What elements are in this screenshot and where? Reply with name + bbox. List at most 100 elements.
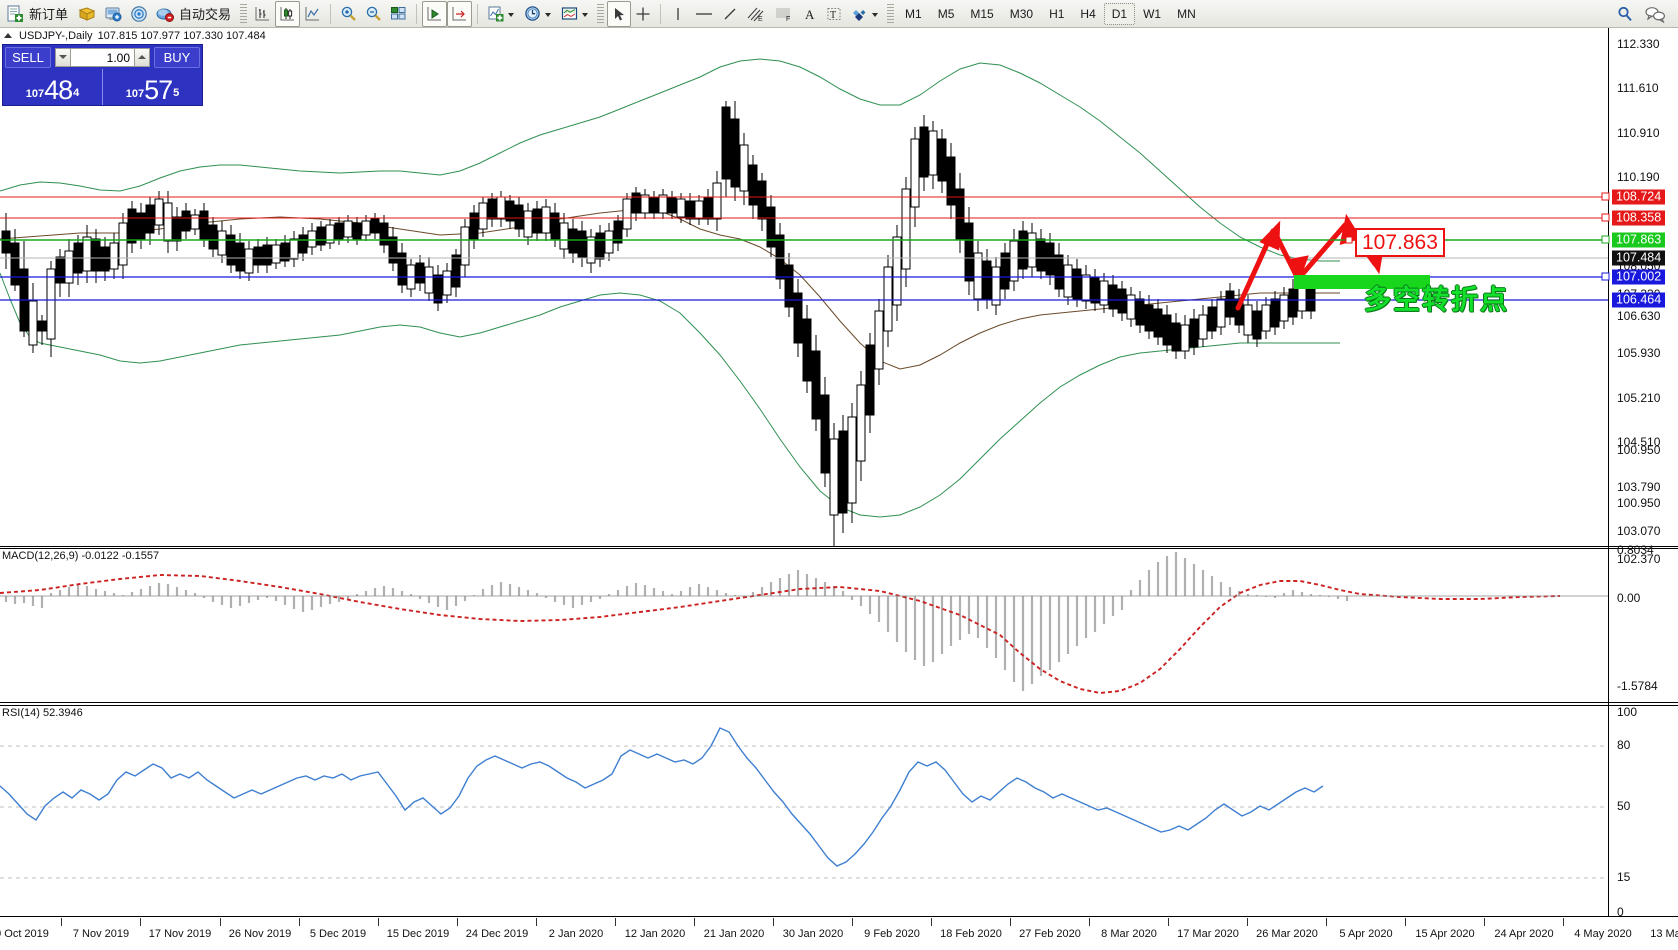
volume-increment-button[interactable] <box>134 47 150 67</box>
rsi-pane[interactable]: RSI(14) 52.3946 <box>0 705 1678 917</box>
one-click-trading-panel[interactable]: SELL 1.00 BUY 107 48 4 107 57 5 <box>2 44 203 106</box>
line-chart-button[interactable] <box>300 1 325 27</box>
sell-button[interactable]: SELL <box>5 46 51 68</box>
crosshair-tool[interactable] <box>631 1 655 27</box>
chat-icon[interactable] <box>1644 5 1666 23</box>
price-tag-annotation[interactable]: 107.863 <box>1355 228 1445 257</box>
cursor-tool[interactable] <box>607 0 632 27</box>
date-axis[interactable]: 9 Oct 2019 7 Nov 2019 17 Nov 2019 26 Nov… <box>0 918 1678 950</box>
x-tick: 9 Oct 2019 <box>0 928 49 940</box>
timeframe-m1[interactable]: M1 <box>905 6 922 21</box>
chart-shift-button[interactable] <box>447 0 473 27</box>
terminal-icon <box>105 7 122 21</box>
text-label-tool[interactable]: T <box>822 1 846 27</box>
search-icon[interactable] <box>1616 5 1634 23</box>
rsi-plot-area <box>0 706 1608 916</box>
horizontal-line-tool[interactable] <box>690 1 718 27</box>
timeframe-m5[interactable]: M5 <box>937 6 955 21</box>
volume-stepper[interactable]: 1.00 <box>55 47 150 67</box>
timeframe-w1[interactable]: W1 <box>1143 6 1162 21</box>
macd-pane[interactable]: MACD(12,26,9) -0.0122 -0.1557 <box>0 548 1678 703</box>
y-tick: 112.330 <box>1617 37 1660 51</box>
indicators-button[interactable] <box>483 1 520 27</box>
arrow-cursor-icon <box>615 7 625 20</box>
chevron-down-icon[interactable] <box>872 12 879 17</box>
price-axis[interactable]: 112.330 111.610 110.910 110.190 109.490 … <box>1609 28 1678 919</box>
zoom-out-button[interactable] <box>361 1 386 27</box>
channel-icon: E <box>747 7 764 22</box>
timeframe-mn[interactable]: MN <box>1177 6 1196 21</box>
indicators-icon <box>488 6 504 22</box>
x-tick: 5 Apr 2020 <box>1339 928 1393 940</box>
timeframe-m15[interactable]: M15 <box>970 6 994 21</box>
price-badge-107002[interactable]: 107.002 <box>1612 269 1666 285</box>
timeframe-m30[interactable]: M30 <box>1009 6 1034 21</box>
autotrading-icon <box>156 8 175 22</box>
macd-signal-line <box>0 574 1561 694</box>
svg-text:E: E <box>758 16 763 22</box>
signals-button[interactable] <box>126 1 152 27</box>
chevron-down-icon[interactable] <box>582 12 589 17</box>
signals-icon <box>131 5 147 22</box>
toolbar-separator-1 <box>240 3 248 24</box>
x-tick: 17 Nov 2019 <box>148 928 212 940</box>
price-chart-pane[interactable] <box>0 43 1678 547</box>
y-tick: 102.370 <box>1617 552 1661 566</box>
autotrading-button[interactable]: 自动交易 <box>152 1 237 27</box>
periods-button[interactable] <box>520 1 557 27</box>
chevron-down-icon[interactable] <box>508 12 515 17</box>
timeframe-d1[interactable]: D1 <box>1103 2 1136 25</box>
price-badge-107863[interactable]: 107.863 <box>1612 232 1666 248</box>
terminal-button[interactable] <box>100 1 126 27</box>
text-label-icon: T <box>827 7 841 21</box>
buy-price-display[interactable]: 107 57 5 <box>103 69 202 105</box>
text-tool[interactable]: A <box>798 1 822 27</box>
buy-button[interactable]: BUY <box>154 46 200 68</box>
x-tick: 26 Mar 2020 <box>1256 928 1318 940</box>
bollinger-upper-band <box>0 58 1340 262</box>
vertical-line-icon <box>677 7 679 20</box>
fibonacci-tool[interactable]: F <box>770 1 798 27</box>
y-tick: 111.610 <box>1617 81 1659 95</box>
auto-scroll-button[interactable] <box>422 0 448 27</box>
sell-price-big: 48 <box>44 75 73 105</box>
macd-label: MACD(12,26,9) -0.0122 -0.1557 <box>2 550 160 562</box>
new-order-icon <box>7 5 23 22</box>
volume-input[interactable]: 1.00 <box>71 47 134 67</box>
shapes-tool[interactable] <box>846 1 884 27</box>
shapes-icon <box>853 9 866 21</box>
expert-advisors-button[interactable] <box>74 1 100 27</box>
trendline-tool[interactable] <box>718 1 742 27</box>
rsi-tick-100: 100 <box>1617 705 1638 719</box>
candlestick-chart-button[interactable] <box>275 0 301 27</box>
macd-svg <box>0 552 1608 694</box>
timeframe-h1[interactable]: H1 <box>1049 6 1065 21</box>
price-badge-108358[interactable]: 108.358 <box>1612 210 1666 226</box>
symbol-title: USDJPY-,Daily <box>19 29 93 42</box>
price-badge-106464[interactable]: 106.464 <box>1612 292 1666 308</box>
x-tick: 8 Mar 2020 <box>1101 928 1157 940</box>
templates-button[interactable] <box>557 1 594 27</box>
x-tick: 30 Jan 2020 <box>782 928 844 940</box>
rsi-line <box>0 727 1324 867</box>
y-tick: 103.790 <box>1617 480 1661 494</box>
price-badge-108724[interactable]: 108.724 <box>1612 189 1666 205</box>
price-badge-107484[interactable]: 107.484 <box>1612 250 1666 266</box>
symbol-marker-icon <box>4 33 12 38</box>
equidistant-channel-tool[interactable]: E <box>742 1 770 27</box>
volume-decrement-button[interactable] <box>55 47 71 67</box>
chevron-down-icon[interactable] <box>545 12 552 17</box>
rsi-tick-15: 15 <box>1617 870 1631 884</box>
timeframe-h4[interactable]: H4 <box>1080 6 1096 21</box>
new-order-label: 新订单 <box>29 7 69 22</box>
new-order-button[interactable]: 新订单 <box>2 1 74 27</box>
sell-price-display[interactable]: 107 48 4 <box>3 69 102 105</box>
sell-price-pipette: 4 <box>73 87 80 99</box>
bar-chart-button[interactable] <box>250 1 275 27</box>
rsi-tick-80: 80 <box>1617 738 1631 752</box>
zoom-in-button[interactable] <box>336 1 361 27</box>
x-tick: 24 Apr 2020 <box>1494 928 1554 940</box>
vertical-line-tool[interactable] <box>666 1 690 27</box>
tile-windows-button[interactable] <box>386 1 411 27</box>
clock-icon <box>525 6 540 21</box>
